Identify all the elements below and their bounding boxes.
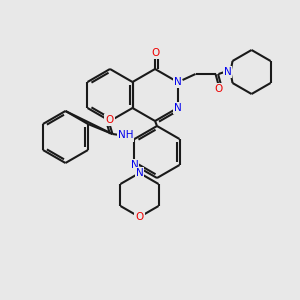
Text: NH: NH <box>118 130 133 140</box>
Text: N: N <box>130 160 138 170</box>
Text: O: O <box>135 212 144 222</box>
Text: O: O <box>151 48 159 58</box>
Text: N: N <box>174 103 182 113</box>
Text: N: N <box>224 67 231 77</box>
Text: N: N <box>136 168 143 178</box>
Text: O: O <box>214 84 223 94</box>
Text: O: O <box>105 115 114 125</box>
Text: N: N <box>224 67 231 77</box>
Text: N: N <box>174 77 182 87</box>
